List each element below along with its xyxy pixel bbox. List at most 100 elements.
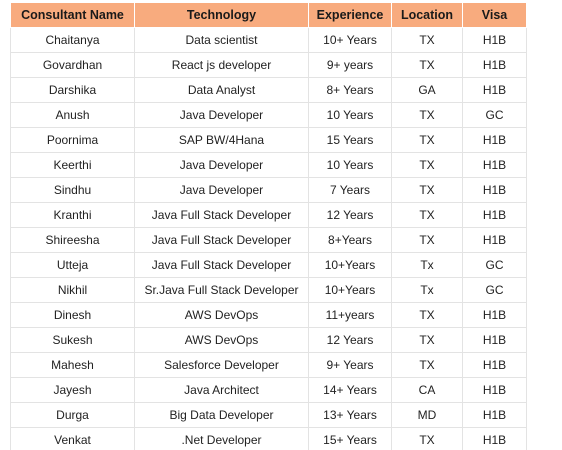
consultant-name-cell: Nikhil [10,277,135,303]
visa-cell: GC [462,277,527,303]
consultant-name-cell: Poornima [10,127,135,153]
technology-cell: React js developer [134,52,309,78]
visa-cell: GC [462,102,527,128]
consultant-name-cell: Durga [10,402,135,428]
experience-cell: 10+Years [308,252,392,278]
column-header-experience: Experience [308,2,392,28]
table-row: Anush Java Developer 10 Years TX GC [10,102,527,128]
technology-cell: SAP BW/4Hana [134,127,309,153]
table-row: Utteja Java Full Stack Developer 10+Years T… [10,252,527,278]
experience-cell: 12 Years [308,327,392,353]
visa-cell: H1B [462,377,527,403]
experience-cell: 15+ Years [308,427,392,450]
visa-cell: GC [462,252,527,278]
location-cell: TX [391,27,463,53]
location-cell: MD [391,402,463,428]
technology-cell: AWS DevOps [134,327,309,353]
location-cell: TX [391,327,463,353]
location-cell: Tx [391,277,463,303]
consultant-name-cell: Keerthi [10,152,135,178]
consultant-name-cell: Darshika [10,77,135,103]
location-cell: TX [391,52,463,78]
consultant-name-cell: Sindhu [10,177,135,203]
technology-cell: Java Full Stack Developer [134,252,309,278]
location-cell: TX [391,102,463,128]
location-cell: GA [391,77,463,103]
technology-cell: .Net Developer [134,427,309,450]
experience-cell: 10+ Years [308,27,392,53]
consultant-name-cell: Kranthi [10,202,135,228]
column-header-location: Location [391,2,463,28]
experience-cell: 9+ years [308,52,392,78]
experience-cell: 14+ Years [308,377,392,403]
visa-cell: H1B [462,27,527,53]
visa-cell: H1B [462,152,527,178]
experience-cell: 10+Years [308,277,392,303]
table-row: Sindhu Java Developer 7 Years TX H1B [10,177,527,203]
location-cell: TX [391,352,463,378]
consultant-name-cell: Venkat [10,427,135,450]
experience-cell: 9+ Years [308,352,392,378]
technology-cell: Sr.Java Full Stack Developer [134,277,309,303]
visa-cell: H1B [462,52,527,78]
column-header-consultant-name: Consultant Name [10,2,135,28]
table-row: Kranthi Java Full Stack Developer 12 Years… [10,202,527,228]
table-row: Dinesh AWS DevOps 11+years TX H1B [10,302,527,328]
location-cell: TX [391,227,463,253]
experience-cell: 10 Years [308,102,392,128]
consultant-name-cell: Shireesha [10,227,135,253]
consultant-name-cell: Jayesh [10,377,135,403]
consultant-name-cell: Sukesh [10,327,135,353]
experience-cell: 10 Years [308,152,392,178]
experience-cell: 13+ Years [308,402,392,428]
location-cell: TX [391,202,463,228]
technology-cell: Data scientist [134,27,309,53]
experience-cell: 15 Years [308,127,392,153]
visa-cell: H1B [462,177,527,203]
table-body: Chaitanya Data scientist 10+ Years TX H1B Gov… [10,27,527,450]
location-cell: Tx [391,252,463,278]
consultant-name-cell: Govardhan [10,52,135,78]
consultant-table-container: Consultant Name Technology Experience Lo… [10,2,527,450]
experience-cell: 8+Years [308,227,392,253]
technology-cell: AWS DevOps [134,302,309,328]
table-row: Keerthi Java Developer 10 Years TX H1B [10,152,527,178]
visa-cell: H1B [462,352,527,378]
visa-cell: H1B [462,302,527,328]
table-row: Sukesh AWS DevOps 12 Years TX H1B [10,327,527,353]
table-row: Mahesh Salesforce Developer 9+ Years TX H1B [10,352,527,378]
consultant-name-cell: Dinesh [10,302,135,328]
experience-cell: 11+years [308,302,392,328]
consultant-name-cell: Anush [10,102,135,128]
column-header-technology: Technology [134,2,309,28]
location-cell: TX [391,127,463,153]
table-row: Venkat .Net Developer 15+ Years TX H1B [10,427,527,450]
visa-cell: H1B [462,77,527,103]
technology-cell: Java Full Stack Developer [134,202,309,228]
table-row: Jayesh Java Architect 14+ Years CA H1B [10,377,527,403]
technology-cell: Salesforce Developer [134,352,309,378]
technology-cell: Java Architect [134,377,309,403]
consultant-name-cell: Chaitanya [10,27,135,53]
visa-cell: H1B [462,202,527,228]
technology-cell: Big Data Developer [134,402,309,428]
table-row: Govardhan React js developer 9+ years TX H1B [10,52,527,78]
table-row: Darshika Data Analyst 8+ Years GA H1B [10,77,527,103]
technology-cell: Java Full Stack Developer [134,227,309,253]
location-cell: TX [391,302,463,328]
table-header: Consultant Name Technology Experience Lo… [10,2,527,28]
table-row: Chaitanya Data scientist 10+ Years TX H1B [10,27,527,53]
column-header-visa: Visa [462,2,527,28]
location-cell: TX [391,427,463,450]
experience-cell: 12 Years [308,202,392,228]
consultant-table: Consultant Name Technology Experience Lo… [10,2,527,450]
visa-cell: H1B [462,227,527,253]
consultant-name-cell: Utteja [10,252,135,278]
table-row: Poornima SAP BW/4Hana 15 Years TX H1B [10,127,527,153]
header-row: Consultant Name Technology Experience Lo… [10,2,527,28]
table-row: Nikhil Sr.Java Full Stack Developer 10+Yea… [10,277,527,303]
visa-cell: H1B [462,327,527,353]
technology-cell: Data Analyst [134,77,309,103]
technology-cell: Java Developer [134,177,309,203]
experience-cell: 7 Years [308,177,392,203]
